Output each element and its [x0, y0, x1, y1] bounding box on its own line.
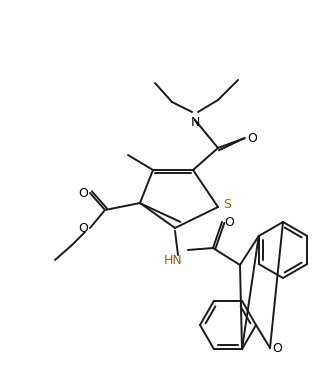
- Text: O: O: [78, 221, 88, 235]
- Text: O: O: [78, 186, 88, 200]
- Text: O: O: [272, 341, 282, 355]
- Text: N: N: [190, 115, 200, 128]
- Text: HN: HN: [164, 254, 182, 266]
- Text: O: O: [247, 131, 257, 145]
- Text: O: O: [224, 215, 234, 228]
- Text: S: S: [223, 197, 231, 210]
